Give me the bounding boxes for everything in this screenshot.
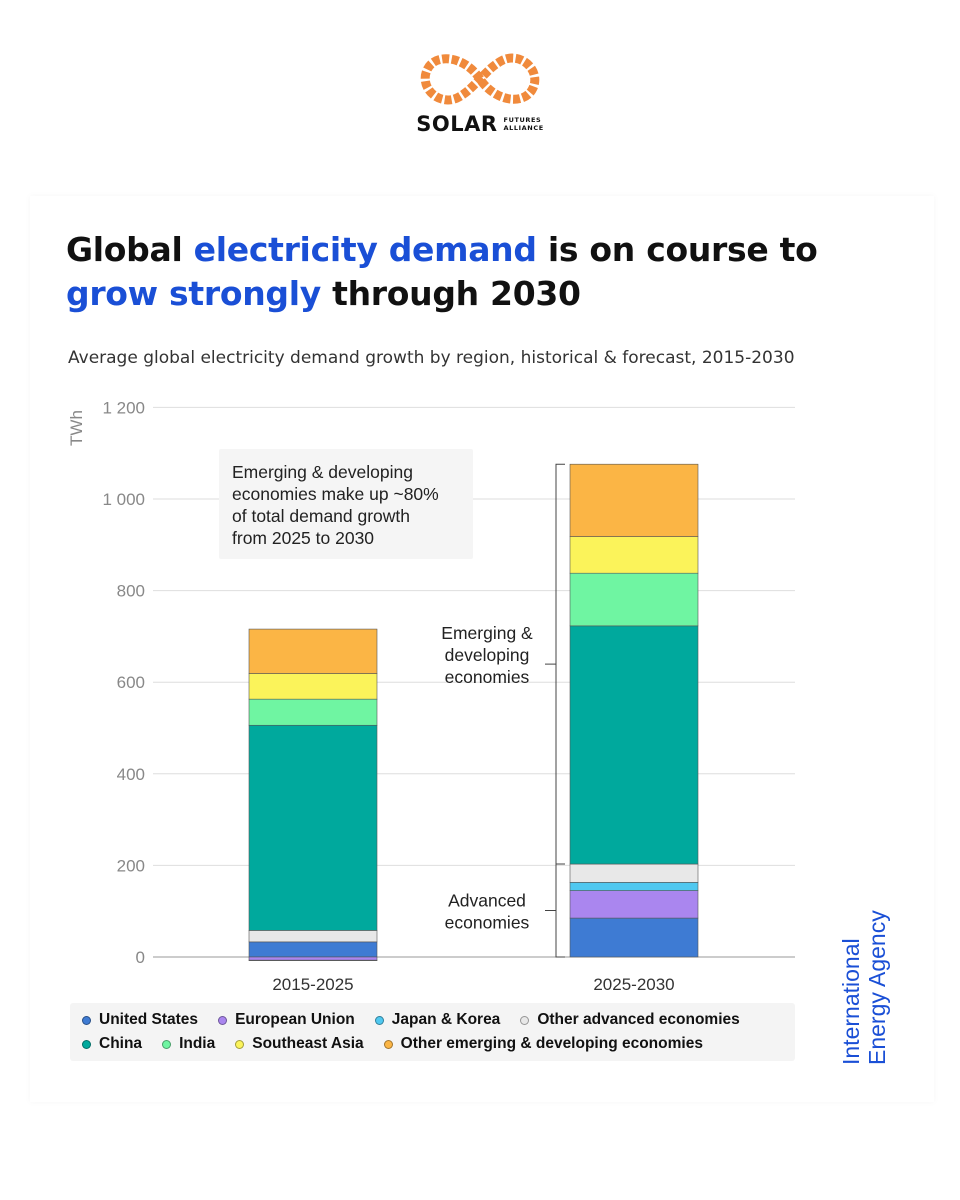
y-tick-label: 400 [117,765,145,784]
legend-swatch [235,1039,245,1049]
legend-swatch [82,1015,91,1025]
bracket-advanced [555,863,565,958]
y-tick-label: 1 200 [102,398,145,417]
y-tick-label: 0 [136,948,145,967]
annotation-text: Emerging & developing [232,462,413,482]
infinity-logo-icon [420,53,540,105]
y-tick-label: 200 [117,856,145,875]
y-tick-label: 1 000 [102,490,145,509]
legend-item: Other emerging & developing economies [383,1035,703,1053]
bracket-label-emerging: developing [445,645,530,665]
legend-label: Other emerging & developing economies [400,1035,703,1052]
legend-item: Japan & Korea [374,1011,501,1029]
chart-card [30,196,934,1102]
legend-item: Southeast Asia [235,1035,364,1053]
bar-segment [569,882,699,891]
bar-segment [248,930,378,943]
stacked-bar-chart: 0 200 400 600 800 1 000 1 200 TWh 2015-2025 2025-… [67,398,795,994]
legend-swatch [82,1039,91,1049]
bar-segment [248,956,378,961]
y-axis-label: TWh [67,410,86,446]
logo: SOLAR FUTURES ALLIANCE [0,48,960,136]
bar-segment [248,941,378,958]
legend-label: India [179,1035,216,1052]
source-line-1: International [838,938,864,1065]
source-line-2: Energy Agency [864,910,890,1065]
annotation-text: economies make up ~80% [232,484,439,504]
legend-item: China [82,1035,142,1053]
legend-item: India [162,1035,215,1053]
bar-segment [569,463,699,537]
legend-label: Other advanced economies [537,1011,740,1028]
y-tick-label: 600 [117,673,145,692]
bar-segment [248,724,378,931]
bar-segment [569,625,699,865]
legend-swatch [374,1015,384,1025]
legend-swatch [218,1015,228,1025]
legend-item: United States [82,1011,198,1029]
legend-swatch [520,1015,530,1025]
bracket-label-advanced: economies [445,913,530,933]
source-credit: International Energy Agency [838,890,898,1065]
bar-segment [569,863,699,883]
bar-segment [569,917,699,958]
headline-highlight: grow strongly [66,274,321,313]
legend-item: European Union [218,1011,355,1029]
headline-part: is on course to [536,230,818,269]
annotation-box [219,449,473,559]
legend-swatch [383,1039,393,1049]
bracket-label-emerging: Emerging & [441,623,533,643]
headline-part: Global [66,230,194,269]
annotation-text: of total demand growth [232,506,410,526]
bar-segment [248,673,378,700]
x-tick-label: 2025-2030 [593,975,674,994]
headline-highlight: electricity demand [193,230,537,269]
chart-subtitle: Average global electricity demand growth… [68,348,795,368]
headline: Global electricity demand is on course t… [66,228,906,316]
bar-segment [248,698,378,726]
bar-segment [569,572,699,627]
legend-label: United States [99,1011,199,1028]
legend-label: China [99,1035,143,1052]
legend-label: European Union [235,1011,355,1028]
legend-label: Southeast Asia [252,1035,364,1052]
bracket-emerging [555,463,565,865]
y-tick-label: 800 [117,582,145,601]
logo-wordmark: SOLAR [416,112,498,136]
logo-subtext: FUTURES ALLIANCE [503,116,544,132]
annotation-text: from 2025 to 2030 [232,528,374,548]
legend-label: Japan & Korea [391,1011,501,1028]
legend-item: Other advanced economies [520,1011,740,1029]
x-tick-label: 2015-2025 [272,975,353,994]
bar-segment [569,536,699,574]
legend-swatch [162,1039,172,1049]
bracket-label-emerging: economies [445,667,530,687]
bar-segment [248,628,378,674]
headline-part: through 2030 [320,274,581,313]
legend: United States European Union Japan & Korea… [70,1003,795,1061]
bar-segment [569,890,699,919]
bracket-label-advanced: Advanced [448,891,526,911]
